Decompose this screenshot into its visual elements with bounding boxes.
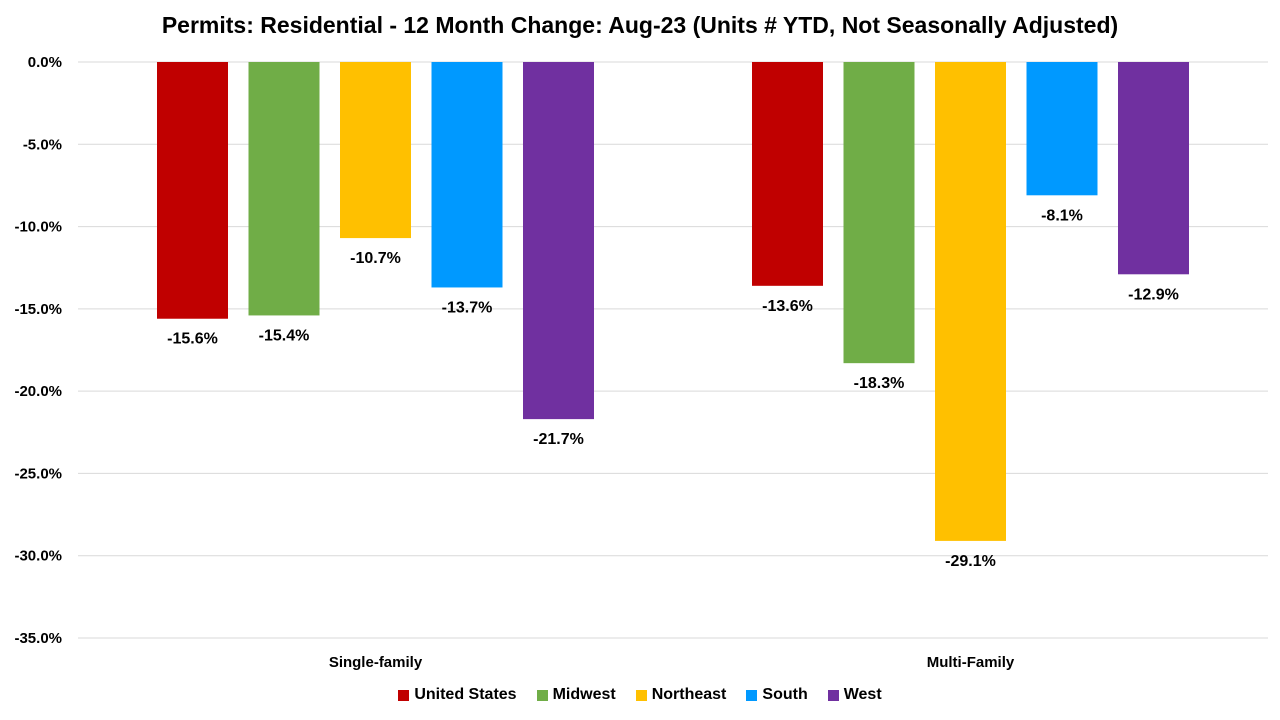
x-axis-categories: Single-family Multi-Family	[329, 654, 1015, 671]
bar-northeast	[340, 62, 411, 239]
legend-swatch	[827, 689, 839, 701]
legend-label: Midwest	[552, 686, 616, 703]
legend-item: Northeast	[635, 686, 727, 704]
legend-swatch	[635, 689, 647, 701]
bar-south	[1026, 62, 1098, 196]
data-label: -18.3%	[854, 375, 905, 392]
y-tick-label: -35.0%	[14, 630, 62, 647]
legend-swatch	[746, 689, 758, 701]
legend-item: South	[746, 686, 808, 704]
bar-northeast	[935, 62, 1006, 541]
bar-south	[431, 62, 503, 288]
chart-title: Permits: Residential - 12 Month Change: …	[161, 12, 1119, 38]
data-label: -13.7%	[442, 299, 493, 316]
data-label: -21.7%	[533, 431, 584, 448]
legend-item: United States	[398, 686, 517, 704]
legend-swatch	[536, 689, 548, 701]
y-axis-ticks: 0.0% -5.0% -10.0% -15.0% -20.0% -25.0% -30.0% -…	[14, 54, 62, 647]
data-label: -15.4%	[259, 327, 310, 344]
y-tick-label: -20.0%	[14, 383, 62, 400]
data-label: -29.1%	[945, 553, 996, 570]
bar-united-states	[752, 62, 823, 286]
legend-item: West	[827, 686, 882, 704]
x-category-label: Multi-Family	[927, 654, 1015, 671]
y-tick-label: -10.0%	[14, 219, 62, 236]
legend-swatch	[398, 689, 410, 701]
legend: United States Midwest Northeast South West	[0, 686, 1280, 704]
legend-label: Northeast	[651, 686, 727, 703]
bar-midwest	[248, 62, 320, 316]
data-labels: -15.6% -15.4% -10.7% -13.7% -21.7% -13.6% -18.…	[167, 207, 1179, 570]
data-label: -15.6%	[167, 331, 218, 348]
data-label: -8.1%	[1041, 207, 1083, 224]
y-tick-label: -5.0%	[23, 136, 62, 153]
bar-united-states	[157, 62, 228, 319]
bar-west	[1118, 62, 1189, 275]
legend-item: Midwest	[536, 686, 616, 704]
bars	[157, 62, 1189, 541]
y-tick-label: -30.0%	[14, 548, 62, 565]
legend-label: West	[843, 686, 882, 703]
bar-midwest	[843, 62, 915, 364]
x-category-label: Single-family	[329, 654, 423, 671]
y-tick-label: 0.0%	[28, 54, 62, 71]
legend-label: United States	[414, 686, 517, 703]
data-label: -12.9%	[1128, 286, 1179, 303]
y-tick-label: -25.0%	[14, 465, 62, 482]
y-tick-label: -15.0%	[14, 301, 62, 318]
bar-west	[523, 62, 594, 420]
data-label: -10.7%	[350, 250, 401, 267]
data-label: -13.6%	[762, 298, 813, 315]
legend-label: South	[762, 686, 808, 703]
